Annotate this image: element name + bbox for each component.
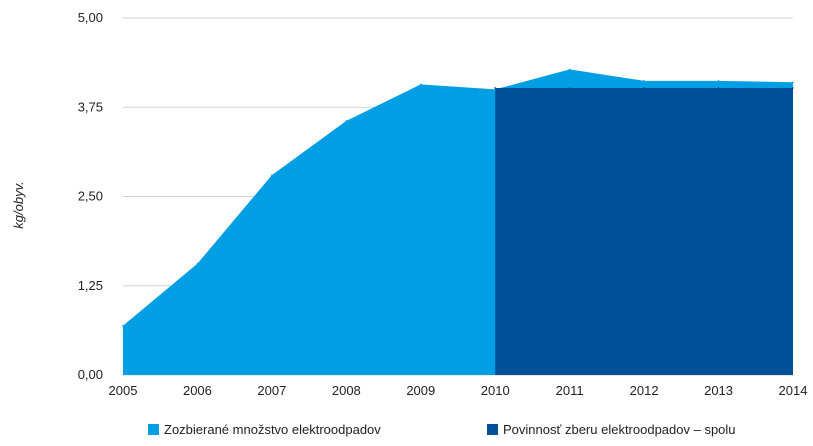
x-tick-label: 2013 [704, 383, 733, 398]
data-point [122, 324, 124, 327]
y-tick-label: 0,00 [78, 367, 103, 382]
y-tick-label: 2,50 [78, 189, 103, 204]
y-axis-ticks: 0,00 1,25 2,50 3,75 5,00 [78, 10, 103, 382]
x-tick-label: 2009 [406, 383, 435, 398]
data-point [643, 80, 645, 82]
x-tick-label: 2007 [257, 383, 286, 398]
x-tick-label: 2008 [332, 383, 361, 398]
data-point [717, 80, 720, 82]
data-point [419, 83, 422, 86]
legend-swatch-obligation [487, 424, 498, 435]
data-point [568, 87, 571, 89]
data-point [345, 120, 348, 122]
data-point [271, 174, 273, 176]
data-point [568, 68, 571, 71]
y-tick-label: 1,25 [78, 278, 103, 293]
legend-item-collected: Zozbierané množstvo elektroodpadov [148, 422, 381, 437]
data-point [494, 87, 497, 89]
y-axis-label: kg/obyv. [11, 181, 26, 228]
legend-label-obligation: Povinnosť zberu elektroodpadov – spolu [503, 422, 736, 437]
x-tick-label: 2005 [109, 383, 138, 398]
x-tick-label: 2014 [779, 383, 808, 398]
x-tick-label: 2006 [183, 383, 212, 398]
y-tick-label: 3,75 [78, 99, 103, 114]
legend-label-collected: Zozbierané množstvo elektroodpadov [164, 422, 381, 437]
data-point [792, 81, 794, 84]
data-point [792, 87, 794, 89]
series-area-1 [495, 87, 793, 376]
y-tick-label: 5,00 [78, 10, 103, 25]
data-point [717, 87, 720, 89]
x-tick-label: 2011 [556, 383, 584, 398]
legend-swatch-collected [148, 424, 159, 435]
data-point [643, 87, 645, 89]
x-tick-label: 2012 [630, 383, 659, 398]
data-point [196, 262, 199, 265]
x-axis-ticks: 2005 2006 2007 2008 2009 2010 2011 2012 2013 2014 [109, 383, 808, 398]
x-tick-label: 2010 [481, 383, 510, 398]
series-areas [122, 68, 794, 376]
legend-item-obligation: Povinnosť zberu elektroodpadov – spolu [487, 422, 736, 437]
